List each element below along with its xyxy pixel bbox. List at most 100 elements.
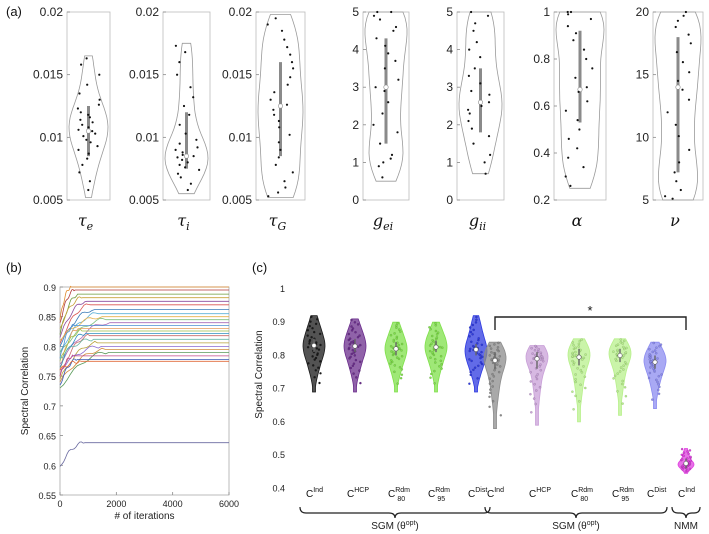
data-point	[400, 368, 404, 371]
data-point	[648, 358, 652, 361]
category-label: CDist	[647, 487, 666, 500]
data-point	[571, 390, 574, 393]
median-marker	[433, 344, 439, 350]
data-point	[86, 83, 89, 86]
data-point	[400, 354, 404, 358]
data-point	[91, 121, 94, 124]
data-point	[392, 29, 395, 32]
category-base: C	[571, 489, 578, 500]
data-point	[267, 195, 270, 198]
data-point	[470, 359, 473, 363]
data-point	[274, 163, 277, 166]
violin-body	[525, 345, 549, 426]
category-subscript: 95	[437, 496, 445, 503]
data-point	[354, 358, 358, 362]
significance-bracket	[494, 316, 687, 330]
data-point	[179, 176, 182, 179]
y-tick-label: 3	[446, 80, 453, 94]
data-point	[574, 346, 577, 350]
data-point	[353, 321, 357, 324]
data-point	[660, 373, 663, 376]
data-point	[497, 358, 500, 361]
data-point	[673, 171, 676, 174]
group-label-end: )	[596, 521, 599, 532]
category-superscript: Rdm	[619, 487, 634, 494]
data-point	[472, 368, 475, 372]
violin-outline	[654, 11, 702, 201]
y-tick-label: 3	[352, 80, 359, 94]
data-point	[396, 382, 399, 385]
y-tick-label: 20	[636, 5, 650, 19]
y-tick-label: 0.85	[38, 313, 56, 323]
data-point	[571, 355, 574, 358]
data-point	[681, 88, 684, 91]
data-point	[680, 458, 684, 461]
param-subscript: i	[186, 220, 190, 233]
data-point	[184, 166, 187, 169]
data-point	[497, 370, 501, 374]
y-tick-label: 0	[446, 193, 453, 207]
data-point	[397, 343, 401, 347]
data-point	[181, 158, 184, 161]
param-x-label: gii	[469, 211, 486, 233]
data-point	[468, 326, 472, 329]
data-point	[98, 98, 101, 101]
data-point	[493, 343, 496, 346]
data-point	[536, 373, 539, 376]
data-point	[358, 369, 361, 372]
data-point	[98, 73, 101, 76]
convergence-line	[59, 354, 229, 377]
data-point	[94, 132, 97, 135]
convergence-line	[59, 296, 229, 329]
data-point	[79, 111, 82, 114]
data-point	[488, 405, 491, 409]
data-point	[649, 366, 652, 369]
x-tick-label: 0	[57, 499, 62, 509]
data-point	[192, 155, 195, 158]
param-x-label: τG	[269, 211, 287, 233]
data-point	[488, 344, 492, 348]
median-marker	[576, 354, 582, 360]
panel-label-b: (b)	[6, 260, 22, 275]
category-superscript: Dist	[654, 487, 666, 494]
x-tick-label: 4000	[163, 499, 183, 509]
category-superscript: Ind	[313, 487, 323, 494]
data-point	[658, 344, 661, 348]
data-point	[574, 76, 577, 79]
data-point	[359, 381, 362, 385]
convergence-line	[59, 309, 229, 347]
data-point	[530, 411, 533, 414]
data-point	[350, 325, 353, 328]
data-point	[77, 128, 80, 131]
data-point	[577, 90, 580, 93]
data-point	[376, 10, 379, 14]
data-point	[394, 25, 398, 29]
data-point	[569, 184, 572, 187]
y-tick-label: 0.75	[38, 372, 56, 382]
data-point	[534, 353, 537, 357]
data-point	[467, 74, 470, 77]
y-tick-label: 5	[642, 193, 649, 207]
violin-body	[302, 315, 326, 393]
data-point	[387, 101, 390, 104]
data-point	[621, 342, 624, 345]
data-point	[478, 353, 481, 356]
y-tick-label: 0.9	[43, 283, 56, 293]
data-point	[195, 138, 198, 141]
data-point	[533, 348, 537, 352]
category-superscript: HCP	[354, 487, 369, 494]
violin-body	[424, 321, 448, 393]
data-point	[480, 104, 483, 108]
data-point	[487, 135, 491, 138]
data-point	[624, 351, 628, 354]
data-point	[350, 329, 354, 332]
data-point	[580, 371, 584, 374]
data-point	[616, 372, 619, 375]
violin-outline	[68, 55, 109, 198]
data-point	[77, 148, 80, 151]
data-point	[352, 372, 355, 375]
data-point	[469, 330, 473, 334]
param-subscript: ei	[383, 220, 393, 233]
data-point	[273, 113, 276, 116]
y-tick-label: 0.8	[43, 342, 56, 352]
